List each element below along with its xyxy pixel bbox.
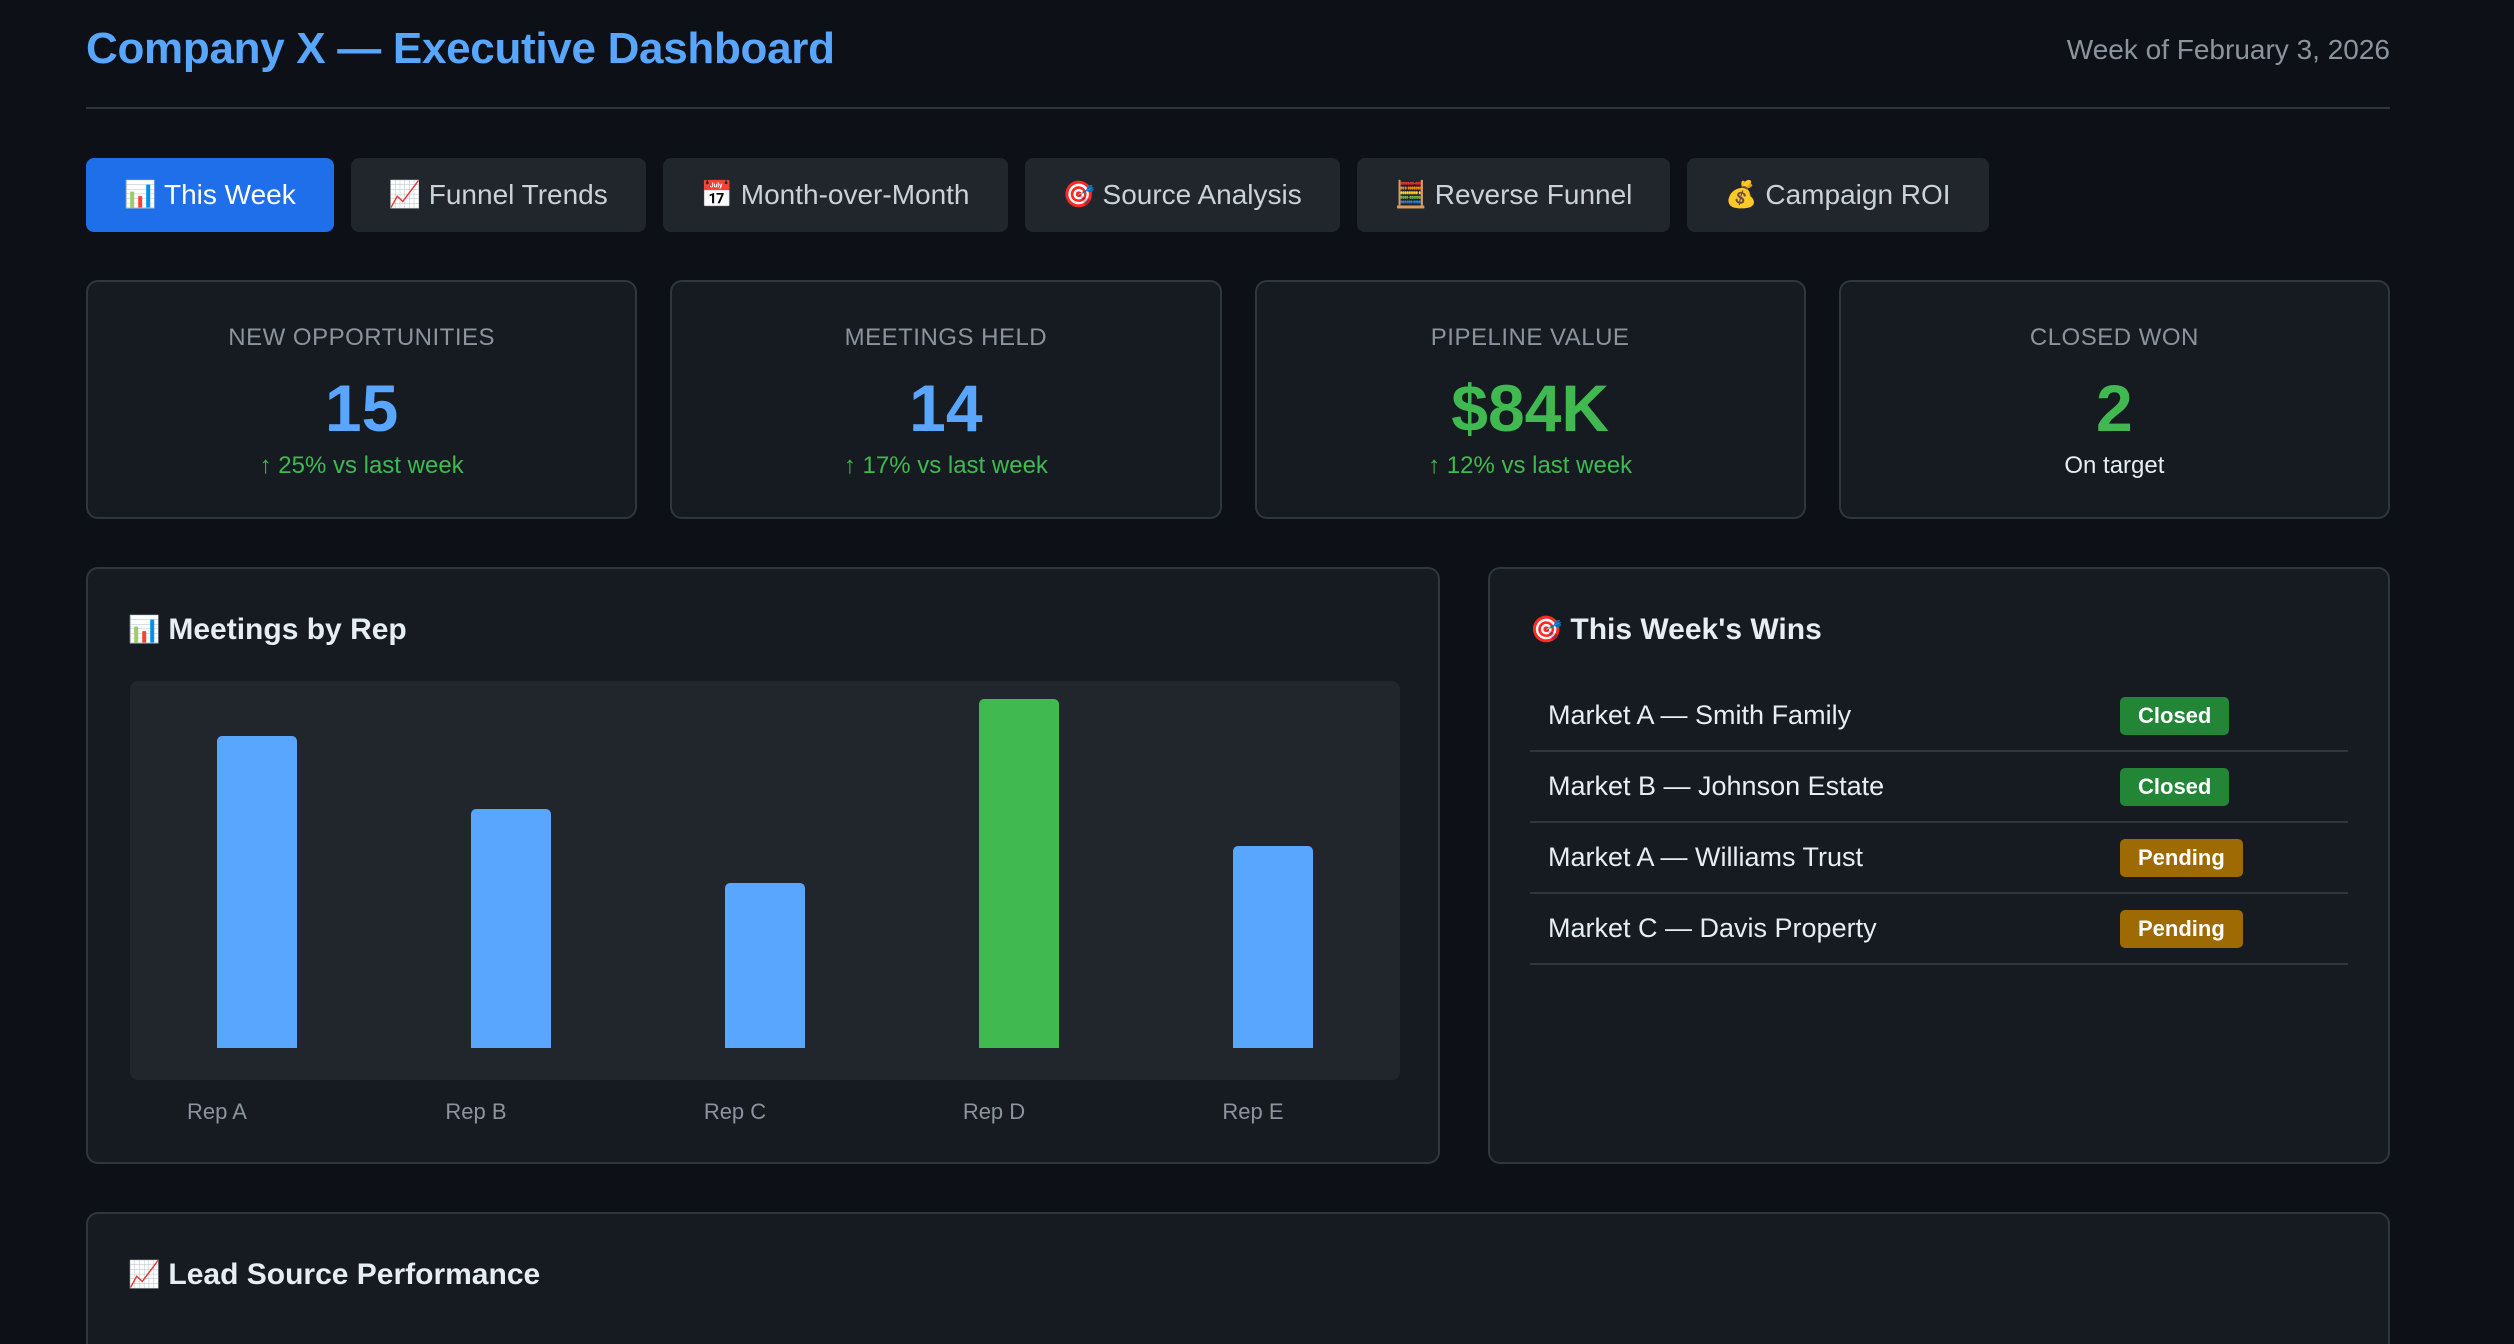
win-name: Market B — Johnson Estate bbox=[1548, 771, 1885, 801]
kpi-label: CLOSED WON bbox=[2029, 324, 2199, 351]
list-item[interactable]: Market C — Davis Property Pending bbox=[1530, 894, 2348, 965]
tab-reverse-funnel[interactable]: 🧮 Reverse Funnel bbox=[1356, 158, 1671, 232]
trend-chart-icon: 📈 bbox=[388, 180, 422, 210]
bar-chart-icon: 📊 bbox=[128, 615, 161, 645]
win-name: Market A — Williams Trust bbox=[1548, 842, 1864, 872]
list-item[interactable]: Market B — Johnson Estate Closed bbox=[1530, 752, 2348, 823]
wins-list: Market A — Smith Family Closed Market B … bbox=[1530, 681, 2348, 965]
kpi-value: 2 bbox=[2096, 371, 2133, 445]
list-item[interactable]: Market A — Williams Trust Pending bbox=[1530, 823, 2348, 894]
x-tick-label: Rep C bbox=[703, 1099, 767, 1124]
page-title: Company X — Executive Dashboard bbox=[86, 24, 835, 73]
status-badge: Closed bbox=[2120, 696, 2230, 735]
x-tick-label: Rep A bbox=[187, 1099, 247, 1124]
bar-rep-a bbox=[217, 736, 297, 1048]
bar-rep-e bbox=[1233, 846, 1313, 1048]
target-icon: 🎯 bbox=[1530, 615, 1563, 645]
kpi-status: On target bbox=[2064, 452, 2165, 479]
tab-label: Reverse Funnel bbox=[1434, 179, 1633, 210]
win-name: Market A — Smith Family bbox=[1548, 700, 1852, 730]
panel-title: 📊 Meetings by Rep bbox=[128, 613, 407, 647]
kpi-label: PIPELINE VALUE bbox=[1430, 324, 1630, 351]
tab-label: Funnel Trends bbox=[428, 179, 608, 210]
tab-label: Campaign ROI bbox=[1765, 179, 1951, 210]
tab-funnel-trends[interactable]: 📈 Funnel Trends bbox=[350, 158, 646, 232]
kpi-row: NEW OPPORTUNITIES 15 ↑ 25% vs last week … bbox=[86, 280, 2390, 519]
header: Company X — Executive Dashboard Week of … bbox=[86, 0, 2390, 109]
bar-chart-icon: 📊 bbox=[124, 180, 157, 210]
tab-bar: 📊 This Week 📈 Funnel Trends 📅 Month-over… bbox=[86, 158, 1989, 232]
kpi-value: $84K bbox=[1451, 371, 1610, 445]
kpi-card-closed-won: CLOSED WON 2 On target bbox=[1838, 280, 2390, 519]
status-badge: Closed bbox=[2120, 767, 2230, 806]
tab-label: Source Analysis bbox=[1102, 179, 1302, 210]
meetings-by-rep-panel: 📊 Meetings by Rep Rep A Rep B Rep C Rep D Re… bbox=[86, 567, 1440, 1164]
panel-title: 🎯 This Week's Wins bbox=[1530, 613, 1822, 647]
x-tick-label: Rep D bbox=[962, 1099, 1026, 1124]
tab-label: Month-over-Month bbox=[740, 179, 970, 210]
kpi-change: ↑ 12% vs last week bbox=[1428, 452, 1633, 479]
tab-this-week[interactable]: 📊 This Week bbox=[86, 158, 334, 232]
list-item[interactable]: Market A — Smith Family Closed bbox=[1530, 681, 2348, 752]
tab-campaign-roi[interactable]: 💰 Campaign ROI bbox=[1687, 158, 1989, 232]
panel-title-text: This Week's Wins bbox=[1570, 613, 1822, 646]
panel-title-text: Lead Source Performance bbox=[168, 1258, 541, 1291]
kpi-label: MEETINGS HELD bbox=[844, 324, 1048, 351]
x-tick-label: Rep E bbox=[1222, 1099, 1284, 1124]
kpi-card-meetings-held: MEETINGS HELD 14 ↑ 17% vs last week bbox=[670, 280, 1222, 519]
money-bag-icon: 💰 bbox=[1725, 180, 1758, 210]
panel-title-text: Meetings by Rep bbox=[168, 613, 407, 646]
win-name: Market C — Davis Property bbox=[1548, 913, 1877, 943]
kpi-label: NEW OPPORTUNITIES bbox=[228, 324, 495, 351]
tab-month-over-month[interactable]: 📅 Month-over-Month bbox=[662, 158, 1008, 232]
bar-rep-b bbox=[471, 809, 551, 1048]
this-weeks-wins-panel: 🎯 This Week's Wins Market A — Smith Fami… bbox=[1488, 567, 2390, 1164]
bar-rep-c bbox=[725, 883, 805, 1048]
bar-rep-d bbox=[979, 699, 1059, 1048]
kpi-change: ↑ 17% vs last week bbox=[843, 452, 1048, 479]
tab-label: This Week bbox=[164, 179, 296, 210]
status-badge: Pending bbox=[2120, 838, 2243, 877]
status-badge: Pending bbox=[2120, 909, 2243, 948]
abacus-icon: 🧮 bbox=[1394, 180, 1428, 210]
lead-source-performance-panel: 📈 Lead Source Performance bbox=[86, 1212, 2390, 1344]
kpi-value: 14 bbox=[909, 371, 983, 445]
x-tick-label: Rep B bbox=[445, 1099, 507, 1124]
kpi-card-new-opportunities: NEW OPPORTUNITIES 15 ↑ 25% vs last week bbox=[86, 280, 638, 519]
week-label: Week of February 3, 2026 bbox=[2066, 34, 2390, 65]
panel-title: 📈 Lead Source Performance bbox=[128, 1258, 540, 1292]
calendar-icon: 📅 bbox=[700, 180, 734, 210]
kpi-value: 15 bbox=[324, 371, 399, 445]
bar-chart bbox=[130, 681, 1400, 1080]
tab-source-analysis[interactable]: 🎯 Source Analysis bbox=[1024, 158, 1340, 232]
target-icon: 🎯 bbox=[1062, 180, 1095, 210]
kpi-card-pipeline-value: PIPELINE VALUE $84K ↑ 12% vs last week bbox=[1254, 280, 1806, 519]
kpi-change: ↑ 25% vs last week bbox=[259, 452, 464, 479]
trend-chart-icon: 📈 bbox=[128, 1260, 161, 1290]
